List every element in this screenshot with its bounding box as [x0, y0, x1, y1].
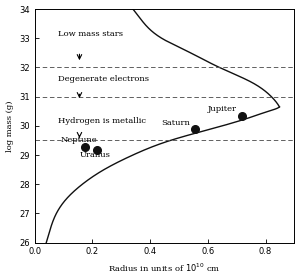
Text: Neptune: Neptune [61, 136, 97, 144]
Text: Hydrogen is metallic: Hydrogen is metallic [58, 116, 146, 125]
Text: Jupiter: Jupiter [208, 105, 237, 113]
Text: Degenerate electrons: Degenerate electrons [58, 74, 149, 83]
Y-axis label: log mass (g): log mass (g) [6, 100, 14, 151]
Text: Uranus: Uranus [80, 151, 111, 158]
Text: Saturn: Saturn [162, 119, 190, 127]
Text: Low mass stars: Low mass stars [58, 30, 123, 38]
X-axis label: Radius in units of $10^{10}$ cm: Radius in units of $10^{10}$ cm [108, 262, 221, 274]
